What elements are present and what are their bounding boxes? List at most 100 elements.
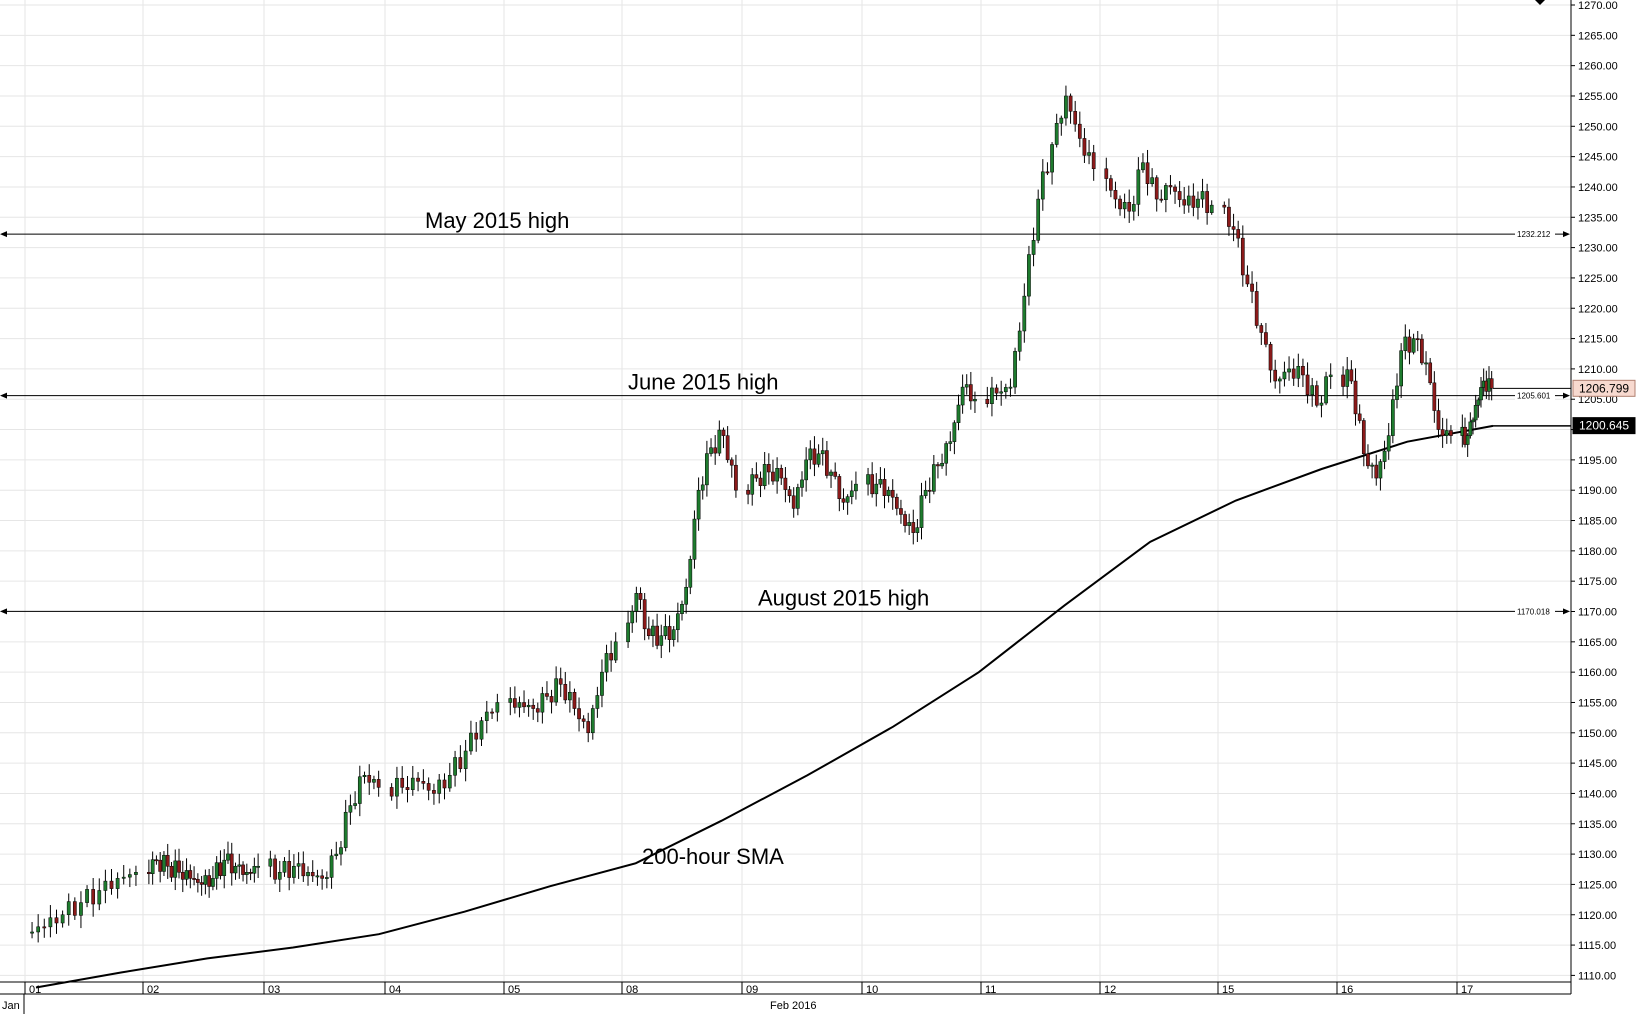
candle-body xyxy=(508,698,513,703)
x-tick-label: 05 xyxy=(508,984,520,996)
candle-body xyxy=(948,441,953,444)
candle-body xyxy=(676,613,680,630)
candle-body xyxy=(563,684,568,701)
y-tick-label: 1235.00 xyxy=(1578,212,1618,224)
candle-body xyxy=(808,448,813,461)
level-tag-bg xyxy=(1515,229,1555,240)
candle-body xyxy=(1227,206,1231,227)
candle-body xyxy=(1277,378,1282,382)
candle-body xyxy=(540,693,545,713)
candle-body xyxy=(558,678,563,685)
candle-body xyxy=(766,464,771,473)
candle-body xyxy=(1282,371,1287,380)
candle-body xyxy=(121,876,126,879)
y-tick-label: 1120.00 xyxy=(1578,910,1617,922)
candle-body xyxy=(1378,461,1383,479)
candle-body xyxy=(721,429,726,436)
candle-body xyxy=(663,626,668,637)
candle-body xyxy=(890,489,895,498)
y-tick-label: 1135.00 xyxy=(1578,819,1617,831)
candle-body xyxy=(256,865,260,868)
candle-body xyxy=(207,875,212,887)
candle-body xyxy=(229,853,234,874)
candle-body xyxy=(458,757,463,769)
candle-body xyxy=(1064,95,1068,119)
x-tick-label: 16 xyxy=(1341,984,1353,996)
candle-body xyxy=(1314,385,1319,406)
candle-body xyxy=(1250,283,1254,292)
candle-body xyxy=(1273,369,1278,382)
candle-body xyxy=(1301,366,1305,376)
x-tick-label: 08 xyxy=(626,984,638,996)
candle-body xyxy=(517,702,522,708)
candle-body xyxy=(154,859,159,862)
level-tag-bg xyxy=(1515,390,1555,401)
candle-body xyxy=(277,872,282,880)
candle-body xyxy=(692,518,697,560)
candle-body xyxy=(296,863,301,867)
candle-body xyxy=(48,917,53,928)
candle-body xyxy=(192,878,196,880)
candle-body xyxy=(1182,199,1187,206)
candle-body xyxy=(1191,195,1196,208)
candle-body xyxy=(1040,171,1045,200)
candle-body xyxy=(940,462,944,467)
candle-body xyxy=(1104,168,1109,179)
candle-body xyxy=(484,711,489,721)
candle-body xyxy=(771,471,775,482)
candle-body xyxy=(1268,344,1273,371)
y-tick-label: 1145.00 xyxy=(1578,758,1617,770)
x-tick-label: 04 xyxy=(389,984,401,996)
candle-body xyxy=(1479,387,1483,401)
y-tick-label: 1215.00 xyxy=(1578,334,1618,346)
candle-body xyxy=(1424,362,1428,365)
candle-body xyxy=(353,803,357,806)
price-tag xyxy=(1572,417,1636,435)
candle-body xyxy=(1031,240,1036,255)
candle-body xyxy=(66,901,71,916)
candle-body xyxy=(750,474,755,495)
candle-body xyxy=(1386,435,1391,452)
level-tag-bg xyxy=(1515,606,1555,617)
candle-body xyxy=(410,777,415,790)
candle-body xyxy=(211,878,215,887)
candle-body xyxy=(549,696,554,703)
candle-body xyxy=(329,855,334,878)
candle-body xyxy=(960,386,965,406)
candle-body xyxy=(1465,435,1470,445)
candle-body xyxy=(1027,254,1031,297)
candle-body xyxy=(233,865,238,874)
candle-body xyxy=(734,464,738,491)
candle-body xyxy=(837,476,842,499)
arrow-right-icon xyxy=(1563,392,1570,399)
candle-body xyxy=(252,866,257,874)
candle-body xyxy=(874,483,879,495)
candle-body xyxy=(1374,464,1379,479)
y-tick-label: 1175.00 xyxy=(1578,576,1617,588)
y-tick-label: 1170.00 xyxy=(1578,607,1617,619)
sma-label: 200-hour SMA xyxy=(642,844,784,869)
candle-body xyxy=(1319,402,1324,406)
candle-body xyxy=(226,853,230,861)
candle-body xyxy=(600,671,604,696)
candle-body xyxy=(222,859,227,876)
candle-body xyxy=(214,862,219,879)
candle-body xyxy=(1471,419,1475,423)
candle-body xyxy=(437,779,442,794)
candle-body xyxy=(816,453,821,465)
candle-body xyxy=(936,464,940,467)
candle-body xyxy=(1259,325,1264,333)
candle-body xyxy=(416,777,420,782)
y-tick-label: 1260.00 xyxy=(1578,61,1618,73)
candle-body xyxy=(421,781,426,784)
candle-body xyxy=(513,698,517,708)
candle-body xyxy=(1403,336,1408,351)
candle-body xyxy=(310,872,315,877)
candle-body xyxy=(787,489,792,497)
candle-body xyxy=(180,872,185,880)
y-tick-label: 1165.00 xyxy=(1578,637,1617,649)
candle-body xyxy=(729,459,734,466)
candle-body xyxy=(1420,338,1424,364)
candle-body xyxy=(705,453,709,486)
candle-body xyxy=(1370,464,1374,467)
